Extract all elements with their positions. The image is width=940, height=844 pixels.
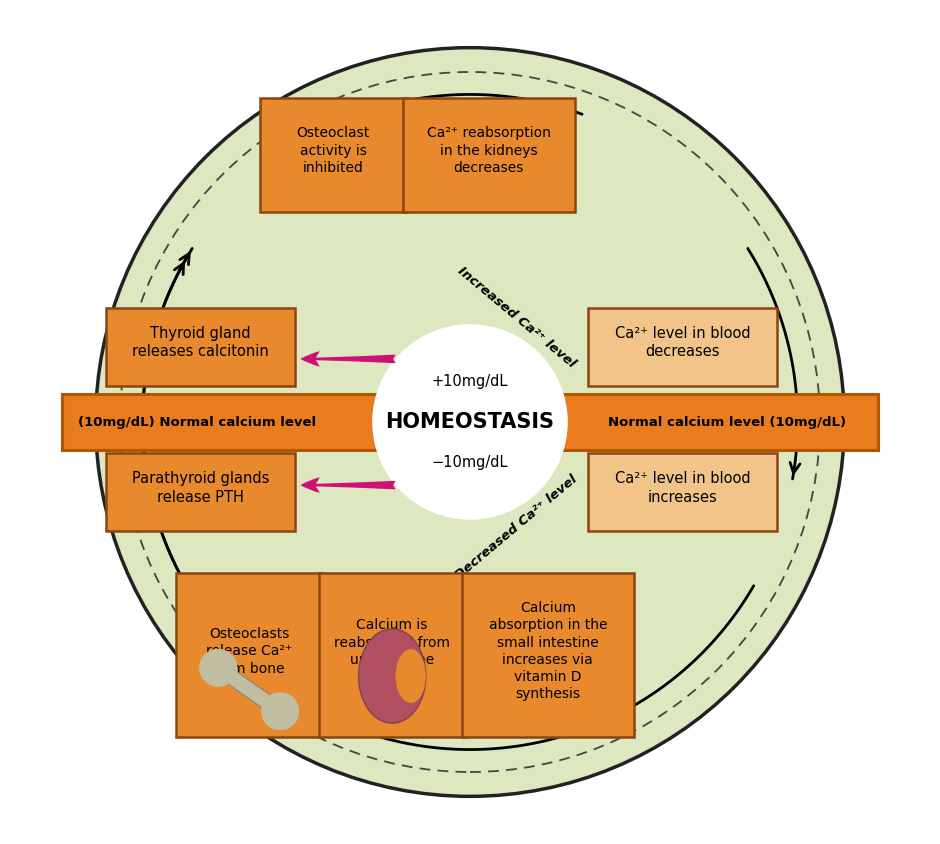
FancyBboxPatch shape xyxy=(462,573,634,738)
Text: Ca²⁺ level in blood
increases: Ca²⁺ level in blood increases xyxy=(615,471,750,505)
Text: Calcium is
reabsorbed from
urine by the
kidneys: Calcium is reabsorbed from urine by the … xyxy=(335,619,450,684)
FancyBboxPatch shape xyxy=(402,98,575,212)
Circle shape xyxy=(199,649,237,686)
Circle shape xyxy=(268,699,292,724)
Bar xyxy=(62,394,878,450)
FancyBboxPatch shape xyxy=(588,307,777,386)
Text: Osteoclasts
release Ca²⁺
from bone: Osteoclasts release Ca²⁺ from bone xyxy=(206,627,292,675)
Text: +10mg/dL: +10mg/dL xyxy=(431,374,509,389)
Text: Thyroid gland
releases calcitonin: Thyroid gland releases calcitonin xyxy=(132,326,269,360)
Text: Decreased Ca²⁺ level: Decreased Ca²⁺ level xyxy=(453,473,580,582)
Ellipse shape xyxy=(396,649,426,703)
FancyBboxPatch shape xyxy=(259,98,407,212)
FancyBboxPatch shape xyxy=(588,453,777,532)
FancyBboxPatch shape xyxy=(319,573,466,738)
Text: (10mg/dL) Normal calcium level: (10mg/dL) Normal calcium level xyxy=(77,415,316,429)
Text: −10mg/dL: −10mg/dL xyxy=(431,455,509,470)
Circle shape xyxy=(206,655,231,680)
Text: Increased Ca²⁺ level: Increased Ca²⁺ level xyxy=(455,264,578,370)
Text: HOMEOSTASIS: HOMEOSTASIS xyxy=(385,412,555,432)
Text: Parathyroid glands
release PTH: Parathyroid glands release PTH xyxy=(132,471,269,505)
FancyBboxPatch shape xyxy=(176,573,322,738)
Text: Ca²⁺ level in blood
decreases: Ca²⁺ level in blood decreases xyxy=(615,326,750,360)
Text: Osteoclast
activity is
inhibited: Osteoclast activity is inhibited xyxy=(297,127,370,175)
Circle shape xyxy=(261,693,299,730)
Text: Normal calcium level (10mg/dL): Normal calcium level (10mg/dL) xyxy=(607,415,846,429)
Text: Calcium
absorption in the
small intestine
increases via
vitamin D
synthesis: Calcium absorption in the small intestin… xyxy=(489,601,607,701)
Circle shape xyxy=(373,325,567,519)
Bar xyxy=(213,662,285,717)
Circle shape xyxy=(96,47,844,797)
Text: Ca²⁺ reabsorption
in the kidneys
decreases: Ca²⁺ reabsorption in the kidneys decreas… xyxy=(427,127,551,175)
FancyBboxPatch shape xyxy=(106,453,295,532)
FancyBboxPatch shape xyxy=(106,307,295,386)
Ellipse shape xyxy=(358,629,426,723)
